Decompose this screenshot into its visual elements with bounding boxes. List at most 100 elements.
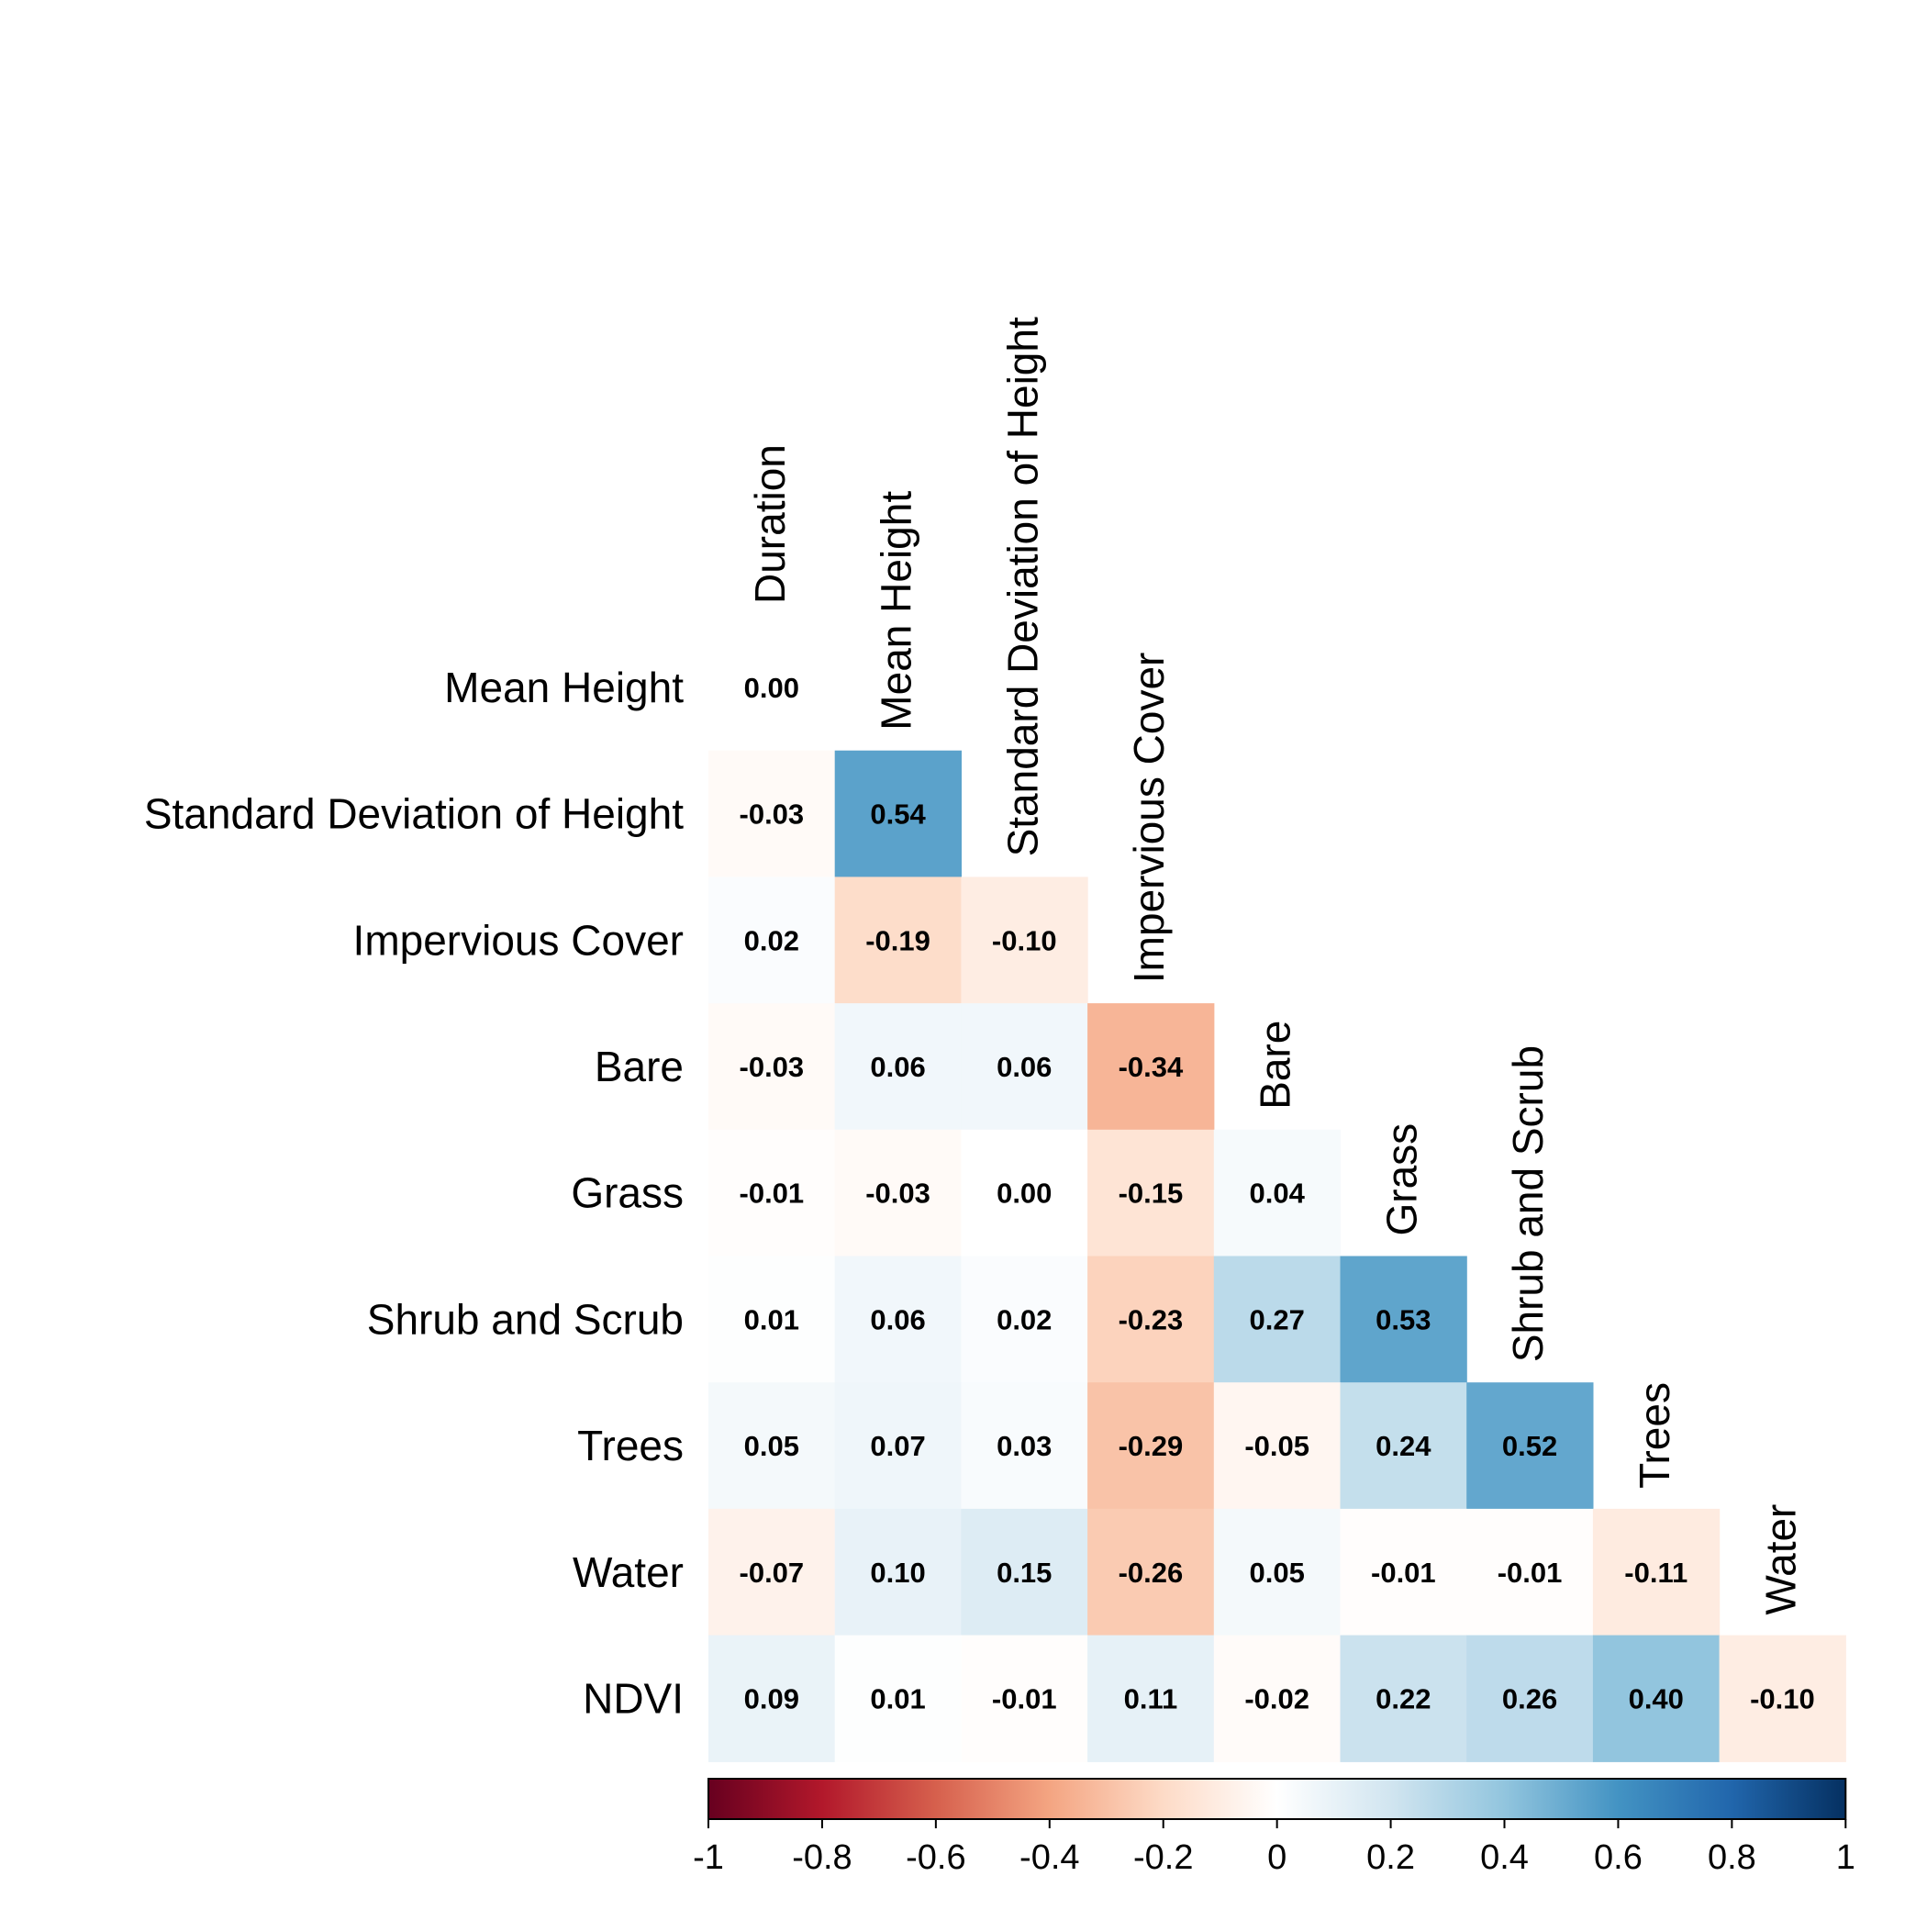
cell-value-label: -0.01 — [1498, 1557, 1563, 1589]
column-label: Standard Deviation of Height — [998, 317, 1046, 856]
cell-value-label: 0.07 — [870, 1430, 925, 1462]
heatmap-cell — [1340, 1508, 1467, 1636]
colorbar-tick-label: 0.4 — [1480, 1838, 1529, 1877]
row-label: Water — [573, 1548, 684, 1596]
cell-value-label: -0.03 — [865, 1178, 930, 1210]
row-label: NDVI — [583, 1674, 684, 1722]
heatmap-cell — [1466, 1635, 1594, 1762]
heatmap-cell — [1087, 1382, 1215, 1510]
column-label: Duration — [746, 444, 794, 604]
colorbar-tick-label: 0.8 — [1708, 1838, 1756, 1877]
heatmap-cell — [1213, 1256, 1342, 1383]
heatmap-cell — [961, 1003, 1088, 1131]
heatmap-cell — [1087, 1635, 1215, 1762]
heatmap-cell — [834, 1635, 962, 1762]
heatmap-cell — [961, 1382, 1088, 1510]
heatmap-cell — [708, 1256, 836, 1383]
cell-value-label: -0.10 — [992, 924, 1057, 956]
heatmap-cell — [708, 1003, 836, 1131]
colorbar-tick-label: -0.4 — [1019, 1838, 1079, 1877]
heatmap-cell — [834, 1129, 962, 1257]
heatmap-cell — [1340, 1635, 1467, 1762]
cell-value-label: -0.02 — [1244, 1682, 1309, 1714]
cell-value-label: 0.53 — [1376, 1303, 1431, 1335]
cell-value-label: 0.22 — [1376, 1682, 1431, 1714]
heatmap-cell — [961, 1129, 1088, 1257]
column-label: Bare — [1252, 1021, 1299, 1110]
cell-value-label: -0.15 — [1119, 1178, 1184, 1210]
colorbar-tick-label: -0.2 — [1133, 1838, 1193, 1877]
heatmap-cell — [961, 877, 1088, 1004]
heatmap-cell — [1213, 1508, 1342, 1636]
row-label: Impervious Cover — [353, 916, 684, 964]
cell-value-label: 0.10 — [870, 1557, 925, 1589]
cell-value-label: -0.29 — [1119, 1430, 1184, 1462]
cell-value-label: -0.07 — [740, 1557, 805, 1589]
cell-value-label: 0.01 — [870, 1682, 925, 1714]
heatmap-cell — [1719, 1635, 1846, 1762]
heatmap-cell — [1087, 1256, 1215, 1383]
heatmap-cell — [834, 750, 962, 877]
colorbar: -1 -0.8 -0.6 -0.4 -0.2 0 0.2 0.4 0.6 0.8 1 — [693, 1778, 1855, 1877]
cell-value-label: 0.05 — [744, 1430, 799, 1462]
colorbar-tick-label: -0.6 — [906, 1838, 965, 1877]
colorbar-tick-label: 0.6 — [1594, 1838, 1643, 1877]
colorbar-tick-label: -0.8 — [792, 1838, 852, 1877]
heatmap-cell — [834, 1508, 962, 1636]
colorbar-gradient — [707, 1778, 1847, 1820]
cell-value-label: -0.03 — [740, 798, 805, 831]
cell-value-label: 0.01 — [744, 1303, 799, 1335]
row-label: Bare — [595, 1043, 684, 1090]
cell-value-label: 0.05 — [1249, 1557, 1304, 1589]
heatmap-cell — [1466, 1382, 1594, 1510]
row-label: Grass — [571, 1169, 684, 1217]
heatmap-cell — [1213, 1635, 1342, 1762]
cell-value-label: -0.11 — [1624, 1557, 1688, 1589]
cell-value-label: -0.03 — [740, 1051, 805, 1083]
row-label: Trees — [577, 1422, 684, 1469]
cell-value-label: 0.54 — [870, 798, 926, 831]
heatmap-cell — [708, 1382, 836, 1510]
heatmap-cell — [834, 1003, 962, 1131]
heatmap-cell — [1087, 1003, 1215, 1131]
heatmap-cell — [1087, 1508, 1215, 1636]
cell-value-label: 0.11 — [1124, 1682, 1178, 1714]
heatmap-cell — [708, 1508, 836, 1636]
cell-value-label: 0.27 — [1249, 1303, 1304, 1335]
cell-value-label: -0.01 — [992, 1682, 1057, 1714]
cell-value-label: -0.26 — [1119, 1557, 1184, 1589]
cell-value-label: 0.02 — [744, 924, 799, 956]
heatmap-cell — [708, 877, 836, 1004]
heatmap-cell — [961, 1256, 1088, 1383]
cell-value-label: -0.34 — [1119, 1051, 1184, 1083]
cell-value-label: 0.06 — [997, 1051, 1052, 1083]
row-label: Shrub and Scrub — [367, 1295, 684, 1343]
column-label: Water — [1756, 1504, 1804, 1615]
cell-value-label: 0.06 — [870, 1051, 925, 1083]
heatmap-cell — [961, 1635, 1088, 1762]
cell-value-label: 0.24 — [1376, 1430, 1431, 1462]
heatmap-cell — [961, 1508, 1088, 1636]
colorbar-tick-label: 0.2 — [1366, 1838, 1415, 1877]
cell-value-label: 0.26 — [1502, 1682, 1557, 1714]
column-label: Shrub and Scrub — [1504, 1045, 1552, 1362]
heatmap-cell — [708, 750, 836, 877]
cell-value-label: 0.15 — [997, 1557, 1052, 1589]
heatmap-cell — [1087, 1129, 1215, 1257]
cell-value-label: 0.09 — [744, 1682, 799, 1714]
cell-value-label: -0.01 — [1371, 1557, 1436, 1589]
cell-value-label: 0.52 — [1502, 1430, 1557, 1462]
cell-value-label: -0.01 — [740, 1178, 805, 1210]
column-label: Impervious Cover — [1125, 653, 1173, 983]
heatmap-cell — [708, 624, 836, 752]
colorbar-tick-label: 0 — [1267, 1838, 1287, 1877]
heatmap-cell — [1340, 1382, 1467, 1510]
cells-layer: 0.00 -0.03 0.54 0.02 -0.19 -0.10 -0.03 0.06 0.06… — [708, 624, 1846, 1762]
cell-value-label: -0.05 — [1244, 1430, 1309, 1462]
heatmap-cell — [834, 1382, 962, 1510]
cell-value-label: 0.06 — [870, 1303, 925, 1335]
cell-value-label: 0.02 — [997, 1303, 1052, 1335]
column-label: Trees — [1631, 1382, 1678, 1489]
